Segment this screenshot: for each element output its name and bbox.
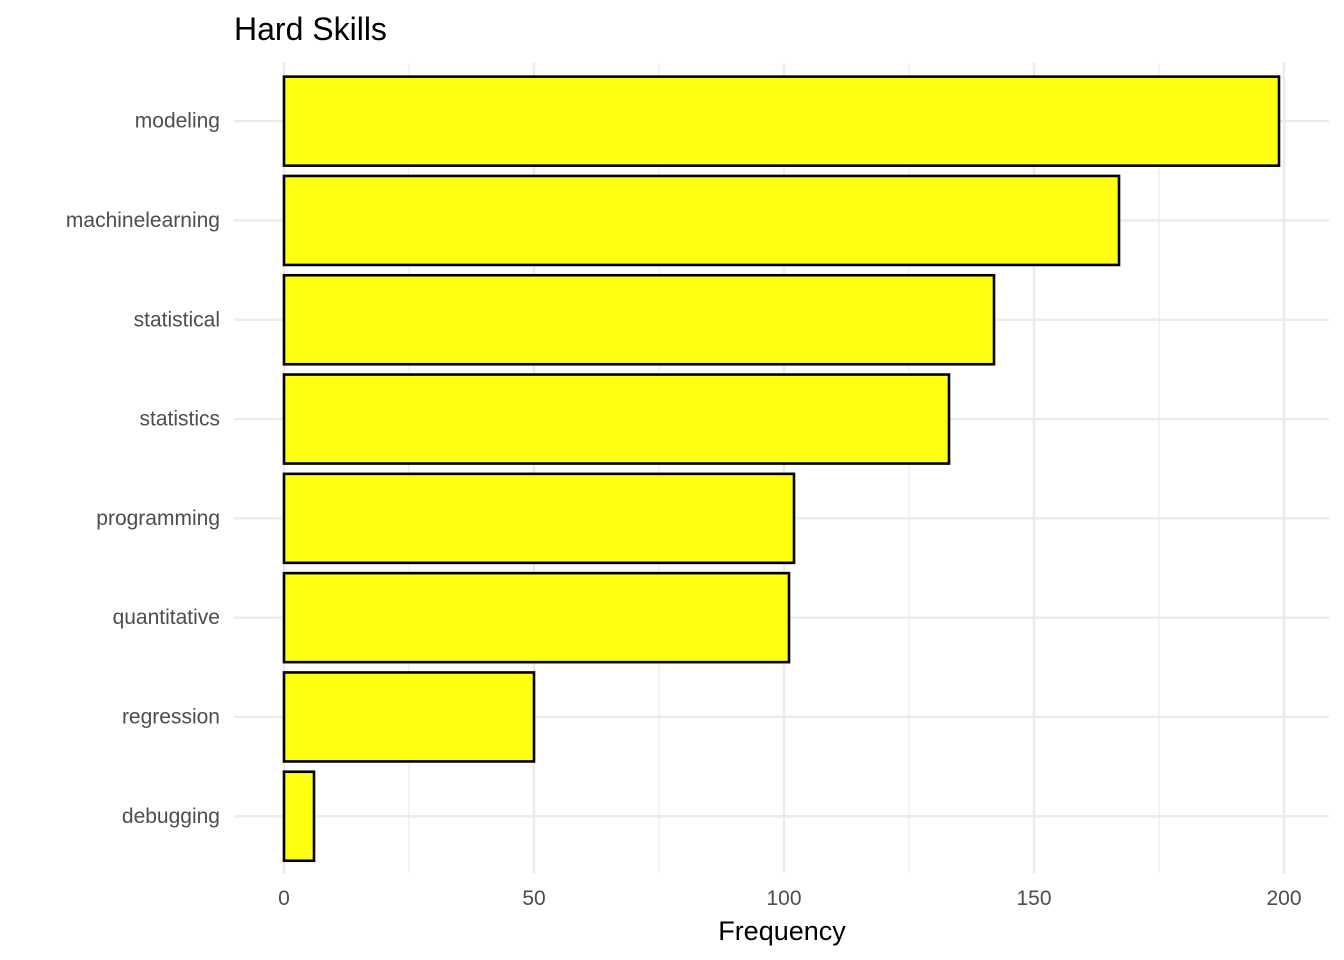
- x-tick-label: 50: [522, 887, 545, 910]
- y-tick-label: statistical: [134, 308, 220, 331]
- y-tick-label: statistics: [139, 408, 220, 431]
- chart-title: Hard Skills: [234, 11, 387, 47]
- bar-machinelearning: [282, 174, 1121, 267]
- y-tick-label: debugging: [122, 805, 220, 828]
- y-tick-label: quantitative: [113, 606, 220, 629]
- bars: [282, 75, 1281, 863]
- bar-statistical: [282, 273, 996, 366]
- y-tick-label: machinelearning: [66, 209, 220, 232]
- bar-modeling: [282, 75, 1281, 167]
- x-tick-label: 100: [766, 887, 801, 910]
- x-axis-title: Frequency: [718, 916, 846, 946]
- y-tick-label: regression: [122, 705, 220, 728]
- bar-debugging: [282, 770, 316, 863]
- y-axis-tick-labels: modeling machinelearning statistical statis…: [66, 110, 220, 828]
- x-tick-label: 0: [278, 887, 290, 910]
- x-tick-label: 150: [1016, 887, 1051, 910]
- x-tick-label: 200: [1266, 887, 1301, 910]
- y-tick-label: modeling: [135, 110, 220, 133]
- x-axis-tick-labels: 0 50 100 150 200: [278, 887, 1301, 910]
- bar-programming: [282, 472, 796, 565]
- bar-quantitative: [282, 571, 791, 664]
- y-tick-label: programming: [96, 507, 220, 530]
- bar-statistics: [282, 373, 951, 465]
- bar-regression: [282, 671, 536, 763]
